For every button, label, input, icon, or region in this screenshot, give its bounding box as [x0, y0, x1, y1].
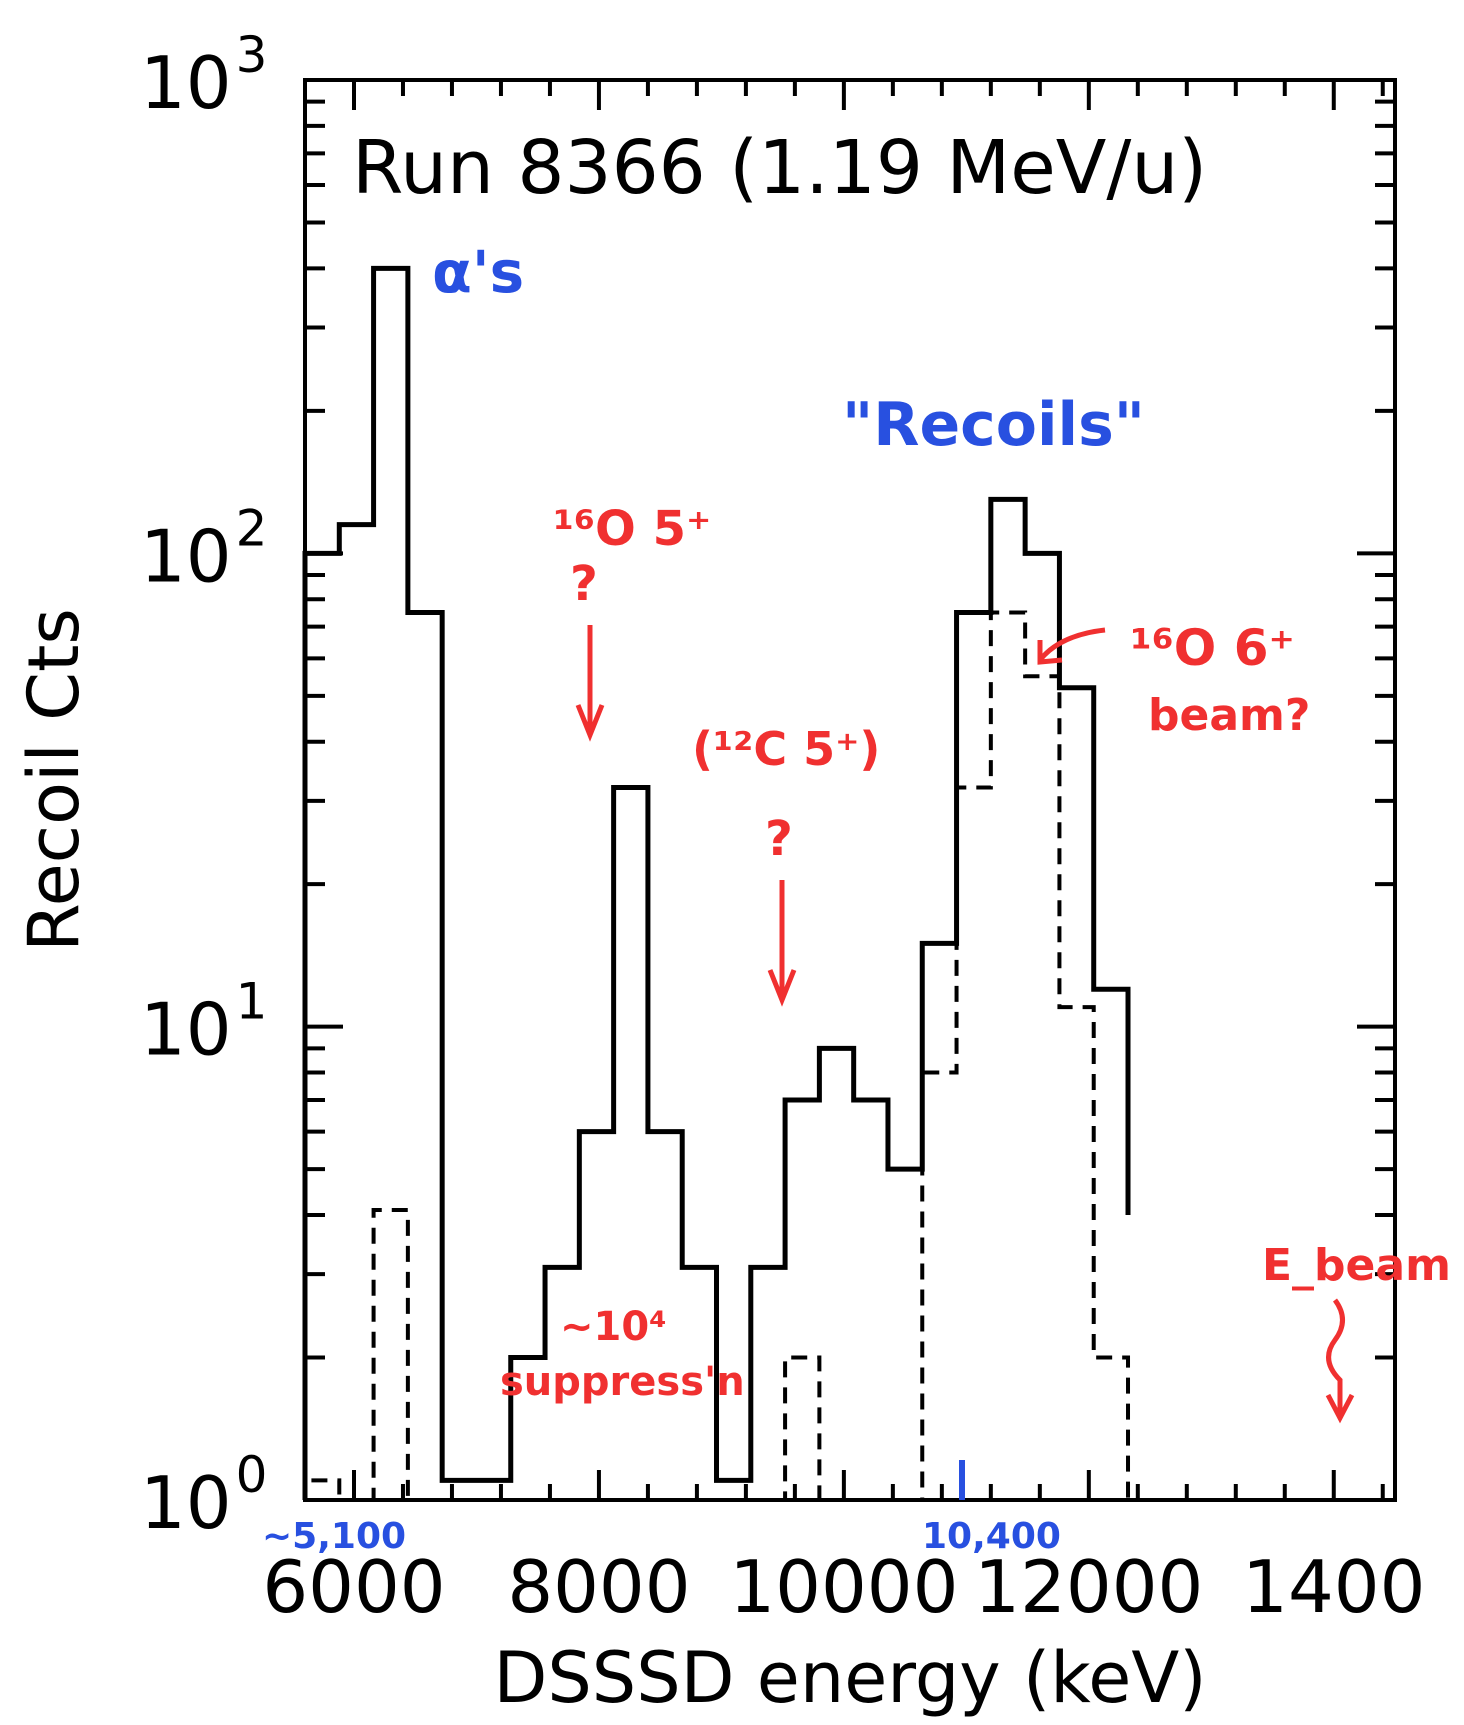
y-axis-title: Recoil Cts	[13, 608, 95, 952]
y-tick-label: 101	[140, 973, 267, 1072]
annotation-10400: 10,400	[922, 1516, 1061, 1557]
x-tick-label: 10000	[729, 1545, 958, 1629]
arrow-o16-5plus	[575, 625, 605, 742]
x-axis-ticks	[351, 80, 1385, 1500]
annotation-o16-6plus: ¹⁶O 6⁺	[1130, 619, 1295, 677]
series-solid-histogram	[302, 265, 1131, 1500]
x-tick-label: 8000	[507, 1545, 690, 1629]
chart-title: Run 8366 (1.19 MeV/u)	[352, 125, 1207, 211]
y-tick-labels: 100 101 102 103	[140, 26, 267, 1545]
x-tick-label: 6000	[262, 1545, 445, 1629]
annotation-alphas: α's	[432, 238, 524, 306]
x-tick-label: 1400	[1242, 1545, 1425, 1629]
series-layer	[302, 265, 1131, 1502]
arrow-o16-6plus	[1037, 627, 1106, 665]
x-tick-label: 12000	[974, 1545, 1203, 1629]
annotation-o16-5plus: ¹⁶O 5⁺	[553, 501, 711, 557]
arrow-ebeam	[1325, 1298, 1355, 1424]
y-tick-label: 100	[140, 1446, 267, 1545]
x-axis-title: DSSSD energy (keV)	[493, 1637, 1206, 1719]
annotation-ebeam: E_beam	[1262, 1240, 1451, 1291]
series-dashed-histogram	[303, 610, 1131, 1502]
annotation-o16-5plus-q: ?	[570, 556, 598, 612]
annotation-suppression: suppress'n	[500, 1359, 745, 1405]
x-tick-labels: 6000 8000 10000 12000 1400	[262, 1545, 1425, 1629]
annotation-o16-6plus-beam: beam?	[1148, 690, 1310, 741]
annotation-c12-5plus: (¹²C 5⁺)	[692, 722, 880, 776]
y-tick-label: 103	[140, 26, 267, 125]
y-tick-label: 102	[140, 499, 267, 598]
annotation-suppression-factor: ~10⁴	[560, 1304, 667, 1350]
y-axis-ticks	[305, 99, 1395, 1502]
annotation-c12-5plus-q: ?	[765, 811, 793, 867]
arrow-c12-5plus	[767, 880, 797, 1007]
annotation-5100: ~5,100	[262, 1516, 406, 1557]
annotation-recoils: "Recoils"	[842, 390, 1145, 460]
